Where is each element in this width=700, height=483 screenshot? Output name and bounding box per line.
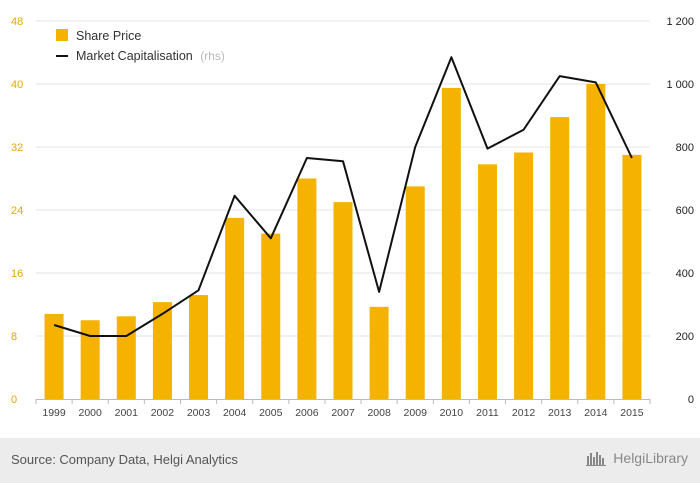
share-price-bar	[333, 202, 353, 399]
legend: Share Price Market Capitalisation (rhs)	[56, 29, 225, 63]
library-icon	[586, 452, 607, 466]
share-price-bar	[369, 306, 389, 399]
left-tick-label: 8	[11, 331, 17, 343]
x-tick-label: 2002	[151, 407, 175, 419]
x-tick-label: 2013	[548, 407, 572, 419]
share-price-bar	[44, 313, 64, 399]
left-tick-label: 0	[11, 394, 17, 406]
x-tick-label: 2011	[476, 407, 499, 419]
x-tick-label: 2010	[440, 407, 464, 419]
share-price-bar	[586, 84, 606, 399]
share-price-bar	[514, 152, 534, 399]
right-tick-label: 200	[676, 331, 694, 343]
x-tick-label: 1999	[42, 407, 66, 419]
right-axis: 0 200 400 600 800 1 000 1 200	[666, 16, 694, 406]
x-tick-label: 2014	[584, 407, 608, 419]
legend-label-share-price: Share Price	[76, 29, 141, 43]
share-price-bar	[550, 117, 570, 399]
x-tick-label: 2007	[331, 407, 355, 419]
right-tick-label: 1 000	[666, 79, 694, 91]
x-tick-label: 2005	[259, 407, 283, 419]
x-tick-label: 2001	[115, 407, 139, 419]
share-price-bars	[44, 84, 642, 399]
x-tick-label: 2006	[295, 407, 319, 419]
x-tick-label: 2012	[512, 407, 536, 419]
share-price-bar	[116, 316, 136, 399]
x-tick-label: 2000	[78, 407, 102, 419]
right-tick-label: 600	[676, 205, 694, 217]
x-axis: 1999 2000 2001 2002 2003 2004 2005 2006 2007 2008…	[35, 399, 651, 419]
source-note: Source: Company Data, Helgi Analytics	[11, 452, 238, 467]
brand-logo: HelgiLibrary	[586, 450, 688, 466]
footer: Source: Company Data, Helgi Analytics He…	[0, 438, 700, 483]
right-tick-label: 1 200	[666, 16, 694, 28]
legend-market-cap-suffix: (rhs)	[200, 49, 225, 63]
share-price-bar	[477, 164, 497, 399]
legend-market-cap-name: Market Capitalisation	[76, 49, 193, 63]
share-price-bar	[405, 186, 425, 399]
left-tick-label: 16	[11, 268, 23, 280]
share-price-bar	[441, 87, 461, 399]
legend-swatch-share-price	[56, 29, 68, 41]
legend-label-market-cap: Market Capitalisation (rhs)	[76, 49, 225, 63]
left-tick-label: 24	[11, 205, 23, 217]
share-price-bar	[225, 217, 245, 399]
market-cap-line-group	[53, 56, 633, 337]
left-tick-label: 32	[11, 142, 23, 154]
left-tick-label: 40	[11, 79, 23, 91]
market-cap-line	[53, 56, 633, 337]
combo-chart: 0 8 16 24 32 40 48 0 200 400 600 800 1 000 1 200 199…	[11, 16, 694, 419]
left-axis: 0 8 16 24 32 40 48	[11, 16, 23, 406]
x-tick-label: 2008	[367, 407, 391, 419]
left-tick-label: 48	[11, 16, 23, 28]
share-price-bar	[80, 320, 100, 399]
x-tick-label: 2004	[223, 407, 247, 419]
share-price-bar	[622, 154, 642, 399]
brand-name: HelgiLibrary	[613, 450, 688, 466]
share-price-bar	[189, 295, 209, 399]
right-tick-label: 800	[676, 142, 694, 154]
right-tick-label: 0	[688, 394, 694, 406]
share-price-bar	[261, 233, 281, 399]
x-tick-label: 2009	[404, 407, 428, 419]
share-price-bar	[297, 178, 317, 399]
right-tick-label: 400	[676, 268, 694, 280]
x-tick-label: 2015	[620, 407, 644, 419]
x-tick-label: 2003	[187, 407, 211, 419]
share-price-bar	[152, 302, 172, 399]
